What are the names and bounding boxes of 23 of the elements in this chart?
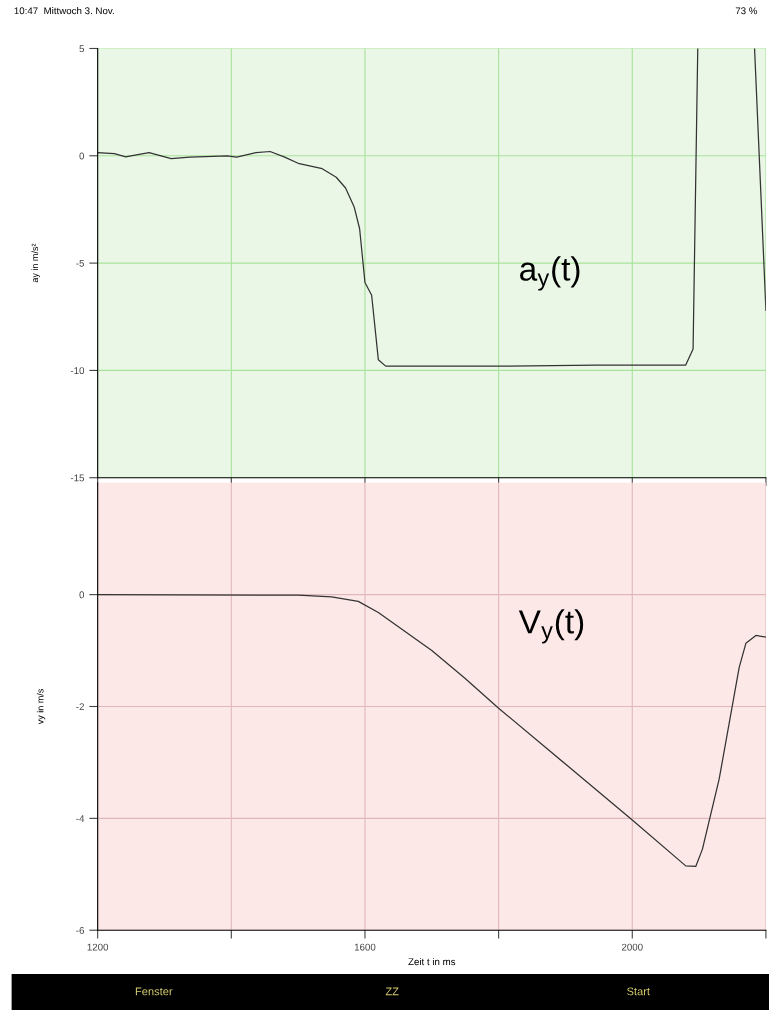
text: Fenster <box>135 987 173 996</box>
y-axis-title: ay in m/s² <box>31 243 40 283</box>
y-tick-label: 0 <box>79 591 85 599</box>
y-tick-label: 0 <box>79 152 85 160</box>
line-series <box>97 594 766 868</box>
text: 10:47 Mittwoch 3. Nov. <box>14 7 114 15</box>
y-tick-label: -5 <box>76 259 85 267</box>
x-axis-title: Zeit t in ms <box>408 958 456 966</box>
text: ZZ <box>385 987 399 996</box>
y-tick-label: -2 <box>76 703 84 711</box>
text: Start <box>627 987 650 996</box>
text: 73 % <box>735 7 758 15</box>
y-tick-label: -15 <box>70 474 85 482</box>
x-tick-label: 2000 <box>621 943 643 951</box>
y-tick-label: -10 <box>70 367 85 375</box>
annotation: V$_{y}$(t) <box>518 609 584 644</box>
y-axis-title: vy in m/s <box>36 689 46 725</box>
y-tick-label: -4 <box>76 815 85 822</box>
y-tick-label: -6 <box>76 926 85 934</box>
x-tick-label: 1200 <box>87 943 109 951</box>
x-tick-label: 1600 <box>354 943 376 951</box>
annotation: a$_{y}$(t) <box>520 256 580 291</box>
y-tick-label: 5 <box>79 45 85 53</box>
